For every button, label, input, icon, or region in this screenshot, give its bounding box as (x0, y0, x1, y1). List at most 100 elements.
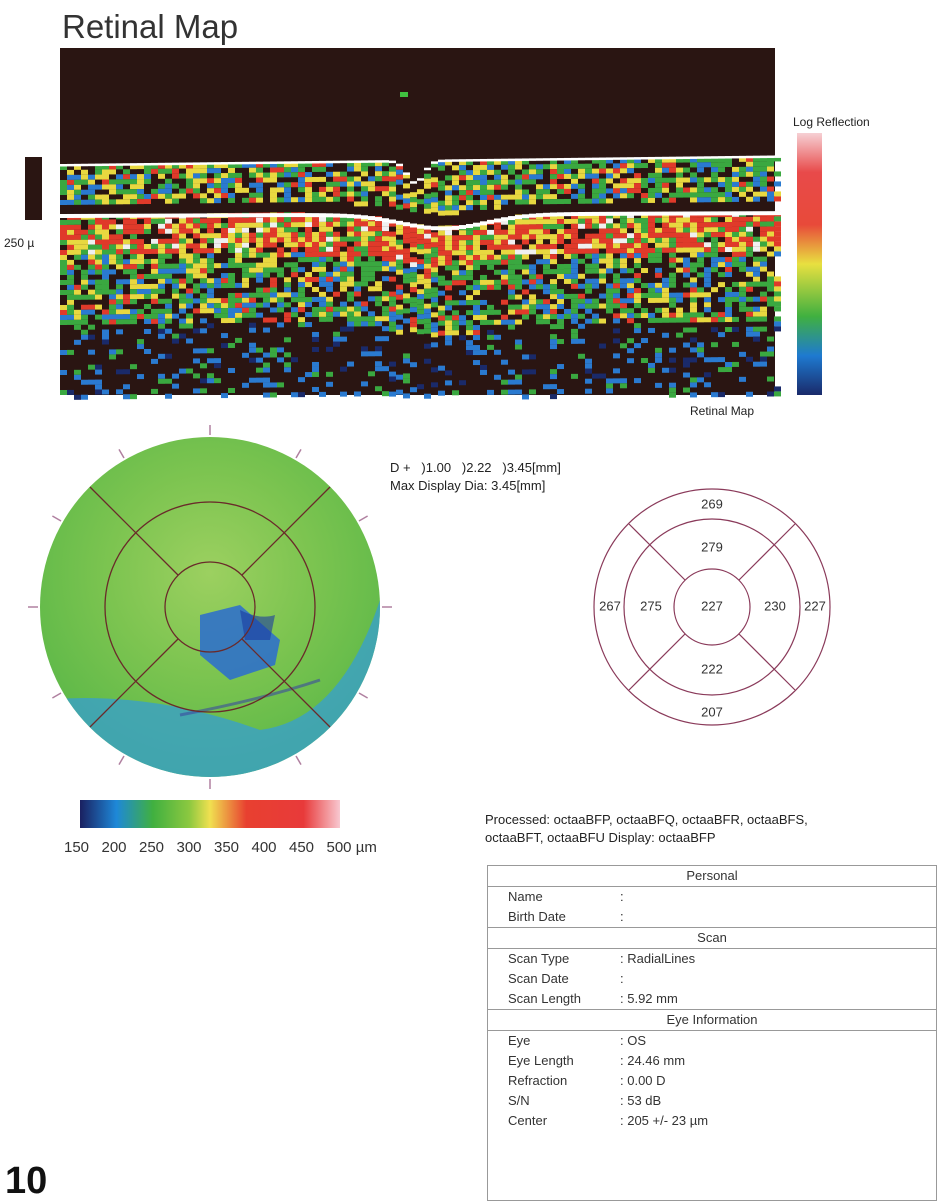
scan-speckle (718, 167, 725, 172)
scan-speckle (207, 258, 214, 263)
scan-speckle (669, 293, 676, 298)
surface-line (452, 159, 459, 162)
scan-speckle (172, 339, 179, 344)
scan-speckle (144, 174, 151, 179)
scan-speckle (522, 219, 529, 224)
scan-speckle (249, 348, 256, 353)
scan-speckle (592, 264, 599, 269)
scan-speckle (599, 374, 606, 379)
scan-speckle (242, 223, 249, 228)
scan-speckle (578, 189, 585, 194)
scan-speckle (529, 229, 536, 234)
scan-speckle (95, 365, 102, 370)
scan-speckle (67, 315, 74, 320)
scan-speckle (144, 179, 151, 184)
scan-speckle (725, 327, 732, 332)
scan-speckle (396, 265, 403, 270)
scan-speckle (249, 323, 256, 328)
scan-speckle (473, 325, 480, 330)
scan-speckle (613, 248, 620, 253)
scan-speckle (60, 390, 67, 395)
scan-speckle (424, 244, 431, 249)
scan-speckle (417, 294, 424, 299)
scan-speckle (683, 218, 690, 223)
rpe-line (599, 212, 606, 216)
surface-line (669, 157, 676, 160)
scan-speckle (347, 327, 354, 332)
scan-speckle (683, 168, 690, 173)
scan-speckle (144, 229, 151, 234)
scan-speckle (676, 188, 683, 193)
scan-speckle (354, 286, 361, 291)
scan-speckle (438, 186, 445, 191)
scan-speckle (655, 183, 662, 188)
scan-speckle (270, 267, 277, 272)
scan-speckle (151, 319, 158, 324)
scan-speckle (557, 389, 564, 394)
scan-speckle (368, 251, 375, 256)
scan-speckle (704, 267, 711, 272)
scan-speckle (228, 318, 235, 323)
scan-speckle (438, 251, 445, 256)
scan-speckle (424, 194, 431, 199)
rpe-line (508, 216, 515, 220)
scan-speckle (571, 244, 578, 249)
scan-speckle (494, 205, 501, 210)
scan-speckle (515, 305, 522, 310)
scan-speckle (200, 278, 207, 283)
scan-speckle (424, 199, 431, 204)
surface-line (445, 159, 452, 162)
scan-speckle (627, 283, 634, 288)
scan-speckle (361, 276, 368, 281)
scan-speckle (95, 220, 102, 225)
scan-speckle (60, 315, 67, 320)
scan-speckle (88, 185, 95, 190)
scan-speckle (200, 263, 207, 268)
scan-speckle (263, 178, 270, 183)
scan-speckle (172, 314, 179, 319)
scan-speckle (536, 234, 543, 239)
scan-speckle (508, 370, 515, 375)
scan-speckle (172, 199, 179, 204)
scan-speckle (81, 380, 88, 385)
scan-speckle (739, 222, 746, 227)
scan-speckle (74, 310, 81, 315)
scan-speckle (354, 306, 361, 311)
scan-speckle (550, 224, 557, 229)
rpe-line (109, 214, 116, 218)
scan-speckle (704, 187, 711, 192)
scan-speckle (200, 328, 207, 333)
scan-speckle (515, 295, 522, 300)
scan-speckle (550, 394, 557, 399)
scan-speckle (144, 329, 151, 334)
scan-speckle (753, 257, 760, 262)
scan-speckle (571, 309, 578, 314)
scan-speckle (235, 178, 242, 183)
scan-speckle (578, 174, 585, 179)
rpe-line (284, 213, 291, 217)
scan-speckle (564, 219, 571, 224)
scan-speckle (774, 216, 781, 221)
scan-speckle (228, 368, 235, 373)
scan-speckle (760, 352, 767, 357)
scan-speckle (683, 258, 690, 263)
scan-speckle (599, 189, 606, 194)
scan-speckle (459, 260, 466, 265)
scan-speckle (669, 178, 676, 183)
rpe-line (410, 224, 417, 228)
scan-speckle (326, 307, 333, 312)
scale-label: 300 (177, 839, 202, 856)
scan-speckle (592, 284, 599, 289)
scan-speckle (417, 274, 424, 279)
scan-speckle (88, 245, 95, 250)
scan-speckle (403, 298, 410, 303)
scan-speckle (606, 178, 613, 183)
scan-speckle (312, 332, 319, 337)
scan-speckle (774, 181, 781, 186)
scan-speckle (375, 286, 382, 291)
scan-speckle (536, 229, 543, 234)
scan-speckle (599, 244, 606, 249)
scan-speckle (697, 262, 704, 267)
scan-speckle (697, 162, 704, 167)
scan-speckle (655, 178, 662, 183)
